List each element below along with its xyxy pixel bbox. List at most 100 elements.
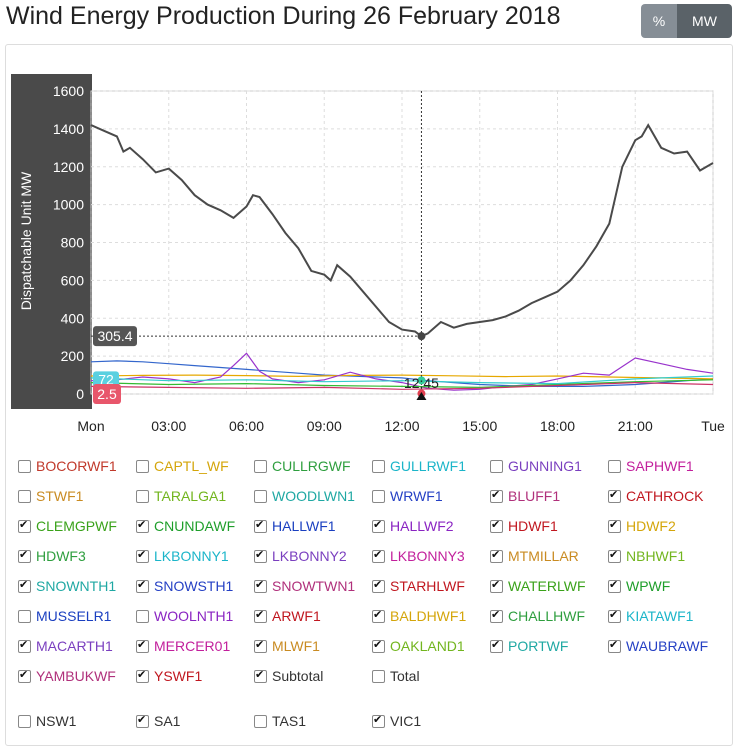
- unit-checkbox-baldhwf1[interactable]: BALDHWF1: [372, 606, 466, 626]
- checkbox-square[interactable]: [490, 488, 503, 503]
- checkbox-square[interactable]: [490, 638, 503, 653]
- percent-button[interactable]: %: [641, 4, 677, 38]
- checkbox-square[interactable]: [490, 608, 503, 623]
- unit-checkbox-subtotal[interactable]: Subtotal: [254, 666, 323, 686]
- unit-checkbox-stwf1[interactable]: STWF1: [18, 486, 83, 506]
- region-checkbox-tas1[interactable]: TAS1: [254, 711, 306, 731]
- checkbox-square[interactable]: [254, 459, 267, 473]
- checkbox-square[interactable]: [372, 578, 385, 593]
- unit-checkbox-clemgpwf[interactable]: CLEMGPWF: [18, 516, 117, 536]
- unit-checkbox-gunning1[interactable]: GUNNING1: [490, 456, 582, 476]
- checkbox-square[interactable]: [372, 638, 385, 653]
- checkbox-square[interactable]: [372, 518, 385, 533]
- unit-checkbox-arwf1[interactable]: ARWF1: [254, 606, 321, 626]
- unit-checkbox-cullrgwf[interactable]: CULLRGWF: [254, 456, 351, 476]
- unit-checkbox-challhwf[interactable]: CHALLHWF: [490, 606, 585, 626]
- checkbox-square[interactable]: [372, 669, 385, 683]
- unit-checkbox-hdwf3[interactable]: HDWF3: [18, 546, 86, 566]
- checkbox-square[interactable]: [136, 548, 149, 563]
- unit-checkbox-wpwf[interactable]: WPWF: [608, 576, 670, 596]
- unit-checkbox-nbhwf1[interactable]: NBHWF1: [608, 546, 685, 566]
- unit-checkbox-mlwf1[interactable]: MLWF1: [254, 636, 320, 656]
- checkbox-square[interactable]: [608, 608, 621, 623]
- checkbox-square[interactable]: [18, 638, 31, 653]
- checkbox-square[interactable]: [254, 638, 267, 653]
- checkbox-square[interactable]: [136, 489, 149, 503]
- checkbox-square[interactable]: [136, 518, 149, 533]
- unit-checkbox-woolnth1[interactable]: WOOLNTH1: [136, 606, 233, 626]
- checkbox-square[interactable]: [490, 518, 503, 533]
- unit-checkbox-lkbonny1[interactable]: LKBONNY1: [136, 546, 229, 566]
- unit-checkbox-starhlwf[interactable]: STARHLWF: [372, 576, 465, 596]
- unit-checkbox-cnundawf[interactable]: CNUNDAWF: [136, 516, 235, 536]
- checkbox-square[interactable]: [254, 489, 267, 503]
- checkbox-square[interactable]: [18, 578, 31, 593]
- unit-checkbox-cathrock[interactable]: CATHROCK: [608, 486, 704, 506]
- checkbox-square[interactable]: [608, 638, 621, 653]
- unit-checkbox-hdwf2[interactable]: HDWF2: [608, 516, 676, 536]
- unit-checkbox-bocorwf1[interactable]: BOCORWF1: [18, 456, 117, 476]
- checkbox-square[interactable]: [18, 459, 31, 473]
- unit-checkbox-yswf1[interactable]: YSWF1: [136, 666, 202, 686]
- region-checkbox-nsw1[interactable]: NSW1: [18, 711, 76, 731]
- unit-checkbox-mtmillar[interactable]: MTMILLAR: [490, 546, 579, 566]
- checkbox-square[interactable]: [254, 714, 267, 728]
- unit-checkbox-hallwf2[interactable]: HALLWF2: [372, 516, 454, 536]
- mw-button[interactable]: MW: [677, 4, 732, 38]
- unit-checkbox-hallwf1[interactable]: HALLWF1: [254, 516, 336, 536]
- checkbox-square[interactable]: [18, 609, 31, 623]
- unit-checkbox-waubrawf[interactable]: WAUBRAWF: [608, 636, 708, 656]
- unit-checkbox-total[interactable]: Total: [372, 666, 420, 686]
- unit-checkbox-bluff1[interactable]: BLUFF1: [490, 486, 560, 506]
- checkbox-square[interactable]: [254, 668, 267, 683]
- checkbox-square[interactable]: [372, 548, 385, 563]
- checkbox-square[interactable]: [18, 548, 31, 563]
- unit-checkbox-snownth1[interactable]: SNOWNTH1: [18, 576, 116, 596]
- unit-checkbox-mercer01[interactable]: MERCER01: [136, 636, 230, 656]
- checkbox-square[interactable]: [372, 459, 385, 473]
- unit-checkbox-taralga1[interactable]: TARALGA1: [136, 486, 226, 506]
- checkbox-square[interactable]: [608, 488, 621, 503]
- checkbox-square[interactable]: [136, 713, 149, 728]
- checkbox-square[interactable]: [18, 714, 31, 728]
- checkbox-square[interactable]: [136, 668, 149, 683]
- checkbox-square[interactable]: [18, 668, 31, 683]
- checkbox-square[interactable]: [608, 548, 621, 563]
- unit-checkbox-hdwf1[interactable]: HDWF1: [490, 516, 558, 536]
- checkbox-square[interactable]: [254, 608, 267, 623]
- checkbox-square[interactable]: [490, 459, 503, 473]
- unit-checkbox-oakland1[interactable]: OAKLAND1: [372, 636, 465, 656]
- checkbox-square[interactable]: [372, 608, 385, 623]
- unit-checkbox-portwf[interactable]: PORTWF: [490, 636, 568, 656]
- checkbox-square[interactable]: [608, 578, 621, 593]
- unit-checkbox-lkbonny2[interactable]: LKBONNY2: [254, 546, 347, 566]
- unit-checkbox-captl_wf[interactable]: CAPTL_WF: [136, 456, 229, 476]
- checkbox-square[interactable]: [490, 578, 503, 593]
- unit-checkbox-saphwf1[interactable]: SAPHWF1: [608, 456, 694, 476]
- checkbox-square[interactable]: [372, 713, 385, 728]
- unit-checkbox-snowsth1[interactable]: SNOWSTH1: [136, 576, 233, 596]
- checkbox-square[interactable]: [136, 459, 149, 473]
- checkbox-square[interactable]: [254, 518, 267, 533]
- region-checkbox-vic1[interactable]: VIC1: [372, 711, 421, 731]
- unit-checkbox-waterlwf[interactable]: WATERLWF: [490, 576, 586, 596]
- unit-checkbox-musselr1[interactable]: MUSSELR1: [18, 606, 111, 626]
- unit-checkbox-macarth1[interactable]: MACARTH1: [18, 636, 113, 656]
- checkbox-square[interactable]: [608, 518, 621, 533]
- wind-production-chart[interactable]: 0 200 400 600 800 1000 1200 1400 1600 Mon 03:00 06…: [6, 45, 732, 445]
- checkbox-square[interactable]: [490, 548, 503, 563]
- checkbox-square[interactable]: [18, 489, 31, 503]
- unit-checkbox-lkbonny3[interactable]: LKBONNY3: [372, 546, 465, 566]
- checkbox-square[interactable]: [608, 459, 621, 473]
- unit-checkbox-gullrwf1[interactable]: GULLRWF1: [372, 456, 466, 476]
- checkbox-square[interactable]: [18, 518, 31, 533]
- checkbox-square[interactable]: [136, 609, 149, 623]
- checkbox-square[interactable]: [136, 578, 149, 593]
- checkbox-square[interactable]: [136, 638, 149, 653]
- checkbox-square[interactable]: [254, 578, 267, 593]
- unit-checkbox-wrwf1[interactable]: WRWF1: [372, 486, 443, 506]
- unit-checkbox-yambukwf[interactable]: YAMBUKWF: [18, 666, 116, 686]
- unit-checkbox-kiatawf1[interactable]: KIATAWF1: [608, 606, 693, 626]
- checkbox-square[interactable]: [254, 548, 267, 563]
- unit-checkbox-snowtwn1[interactable]: SNOWTWN1: [254, 576, 355, 596]
